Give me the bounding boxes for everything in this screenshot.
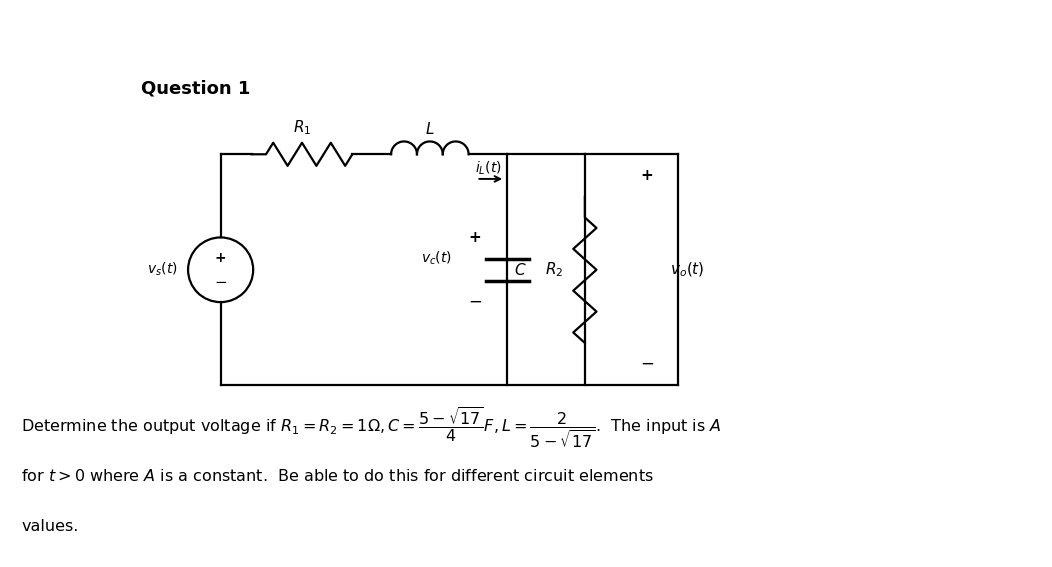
- Text: Determine the output voltage if $R_1 = R_2 = 1\Omega, C = \dfrac{5-\sqrt{17}}{4}: Determine the output voltage if $R_1 = R…: [21, 405, 722, 450]
- Text: +: +: [641, 168, 653, 183]
- Text: $L$: $L$: [425, 121, 434, 137]
- Text: −: −: [215, 276, 227, 290]
- Text: Question 1: Question 1: [141, 79, 250, 98]
- Text: values.: values.: [21, 519, 79, 534]
- Text: +: +: [468, 230, 481, 245]
- Text: −: −: [640, 355, 653, 373]
- Text: $i_L(t)$: $i_L(t)$: [474, 159, 502, 176]
- Text: for $t > 0$ where $A$ is a constant.  Be able to do this for different circuit e: for $t > 0$ where $A$ is a constant. Be …: [21, 468, 654, 484]
- Text: $R_1$: $R_1$: [292, 119, 311, 137]
- Text: −: −: [468, 293, 482, 311]
- Text: $C$: $C$: [513, 262, 526, 278]
- Text: $R_2$: $R_2$: [545, 260, 563, 279]
- Text: $v_o(t)$: $v_o(t)$: [670, 261, 705, 279]
- Text: +: +: [215, 251, 226, 265]
- Text: $v_c(t)$: $v_c(t)$: [421, 249, 451, 267]
- Text: $v_s(t)$: $v_s(t)$: [147, 261, 178, 278]
